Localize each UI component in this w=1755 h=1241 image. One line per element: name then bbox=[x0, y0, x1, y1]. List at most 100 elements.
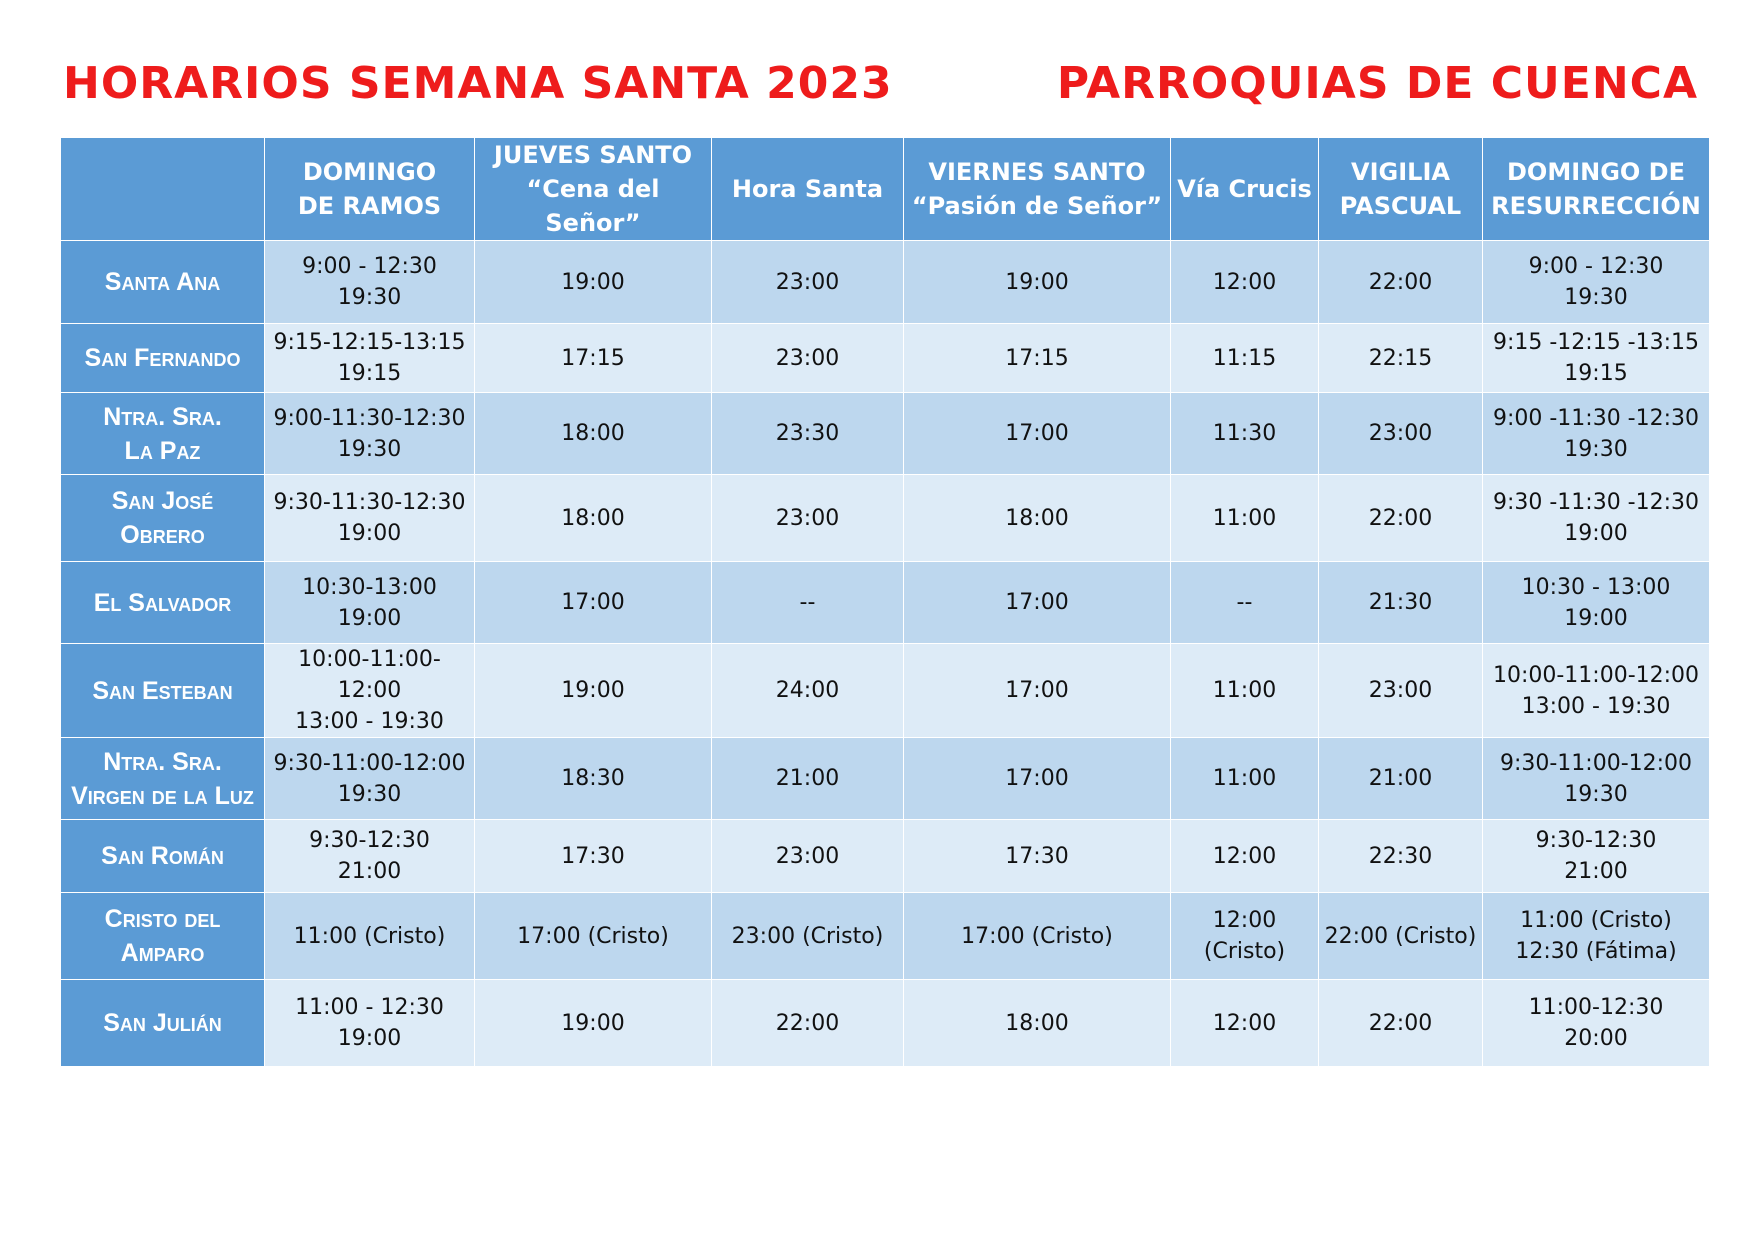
schedule-time: 12:00 bbox=[1212, 843, 1277, 869]
parish-name-line: Ntra. Sra. bbox=[103, 402, 222, 431]
column-header-line-1: VIERNES SANTO bbox=[928, 158, 1146, 186]
schedule-cell: 9:30-12:30 21:00 bbox=[1482, 819, 1710, 893]
schedule-time: 18:00 bbox=[1005, 1010, 1069, 1036]
schedule-time: 19:30 bbox=[1564, 285, 1628, 310]
schedule-time: 21:30 bbox=[1368, 590, 1433, 615]
parish-name: Ntra. Sra. Virgen de la Luz bbox=[60, 737, 265, 820]
column-header-line-1: VIGILIA bbox=[1351, 158, 1450, 186]
schedule-time: 19:00 bbox=[561, 1010, 625, 1036]
schedule-cell: 17:00 (Cristo) bbox=[474, 892, 712, 980]
schedule-time: 22:30 bbox=[1368, 843, 1433, 869]
parish-name-line: San Julián bbox=[103, 1009, 222, 1037]
schedule-time: 9:00 - 12:30 bbox=[302, 254, 437, 279]
schedule-time: 17:00 bbox=[561, 590, 625, 615]
schedule-cell: 11:00 (Cristo) 12:30 (Fátima) bbox=[1482, 892, 1710, 980]
schedule-cell: 11:00 bbox=[1170, 643, 1319, 738]
schedule-cell: 9:00 - 12:30 19:30 bbox=[1482, 240, 1710, 324]
schedule-time: 11:00 (Cristo) bbox=[293, 923, 446, 949]
schedule-time: 17:00 bbox=[1005, 766, 1069, 791]
schedule-time: 11:30 bbox=[1212, 421, 1277, 446]
schedule-cell: 9:30 -11:30 -12:30 19:00 bbox=[1482, 474, 1710, 562]
column-header: JUEVES SANTO “Cena del Señor” bbox=[474, 137, 712, 241]
schedule-time: 9:30-12:30 bbox=[1535, 828, 1657, 853]
schedule-cell: 23:00 bbox=[711, 323, 904, 393]
schedule-time: -- bbox=[799, 590, 816, 615]
table-row: El Salvador 10:30-13:00 19:00 17:00 -- 17:00 -… bbox=[60, 561, 1710, 644]
column-header: DOMINGO DE RAMOS bbox=[264, 137, 475, 241]
schedule-time: 12:00 bbox=[1212, 908, 1277, 933]
schedule-cell: 11:15 bbox=[1170, 323, 1319, 393]
schedule-time: 12:00 bbox=[1212, 269, 1277, 295]
schedule-time: 13:00 - 19:30 bbox=[295, 709, 444, 734]
schedule-time: 22:15 bbox=[1368, 345, 1433, 371]
schedule-cell: 22:15 bbox=[1318, 323, 1483, 393]
column-header: VIERNES SANTO “Pasión de Señor” bbox=[903, 137, 1171, 241]
schedule-time: 23:00 bbox=[775, 269, 840, 295]
schedule-cell: 17:00 bbox=[903, 643, 1171, 738]
schedule-time: 9:15 -12:15 -13:15 bbox=[1492, 330, 1700, 355]
parish-name: Santa Ana bbox=[60, 240, 265, 324]
schedule-time: 23:00 bbox=[775, 345, 840, 371]
schedule-time: 21:00 bbox=[1368, 766, 1433, 791]
schedule-cell: 11:00 (Cristo) bbox=[264, 892, 475, 980]
schedule-time: 9:30 -11:30 -12:30 bbox=[1492, 490, 1700, 515]
schedule-cell: 17:30 bbox=[903, 819, 1171, 893]
parish-name-line: Santa Ana bbox=[104, 268, 221, 296]
schedule-time: 23:00 bbox=[775, 843, 840, 869]
schedule-time: 17:15 bbox=[561, 345, 625, 371]
schedule-cell: 9:00 -11:30 -12:30 19:30 bbox=[1482, 392, 1710, 475]
schedule-time: 9:30-12:30 bbox=[309, 828, 430, 853]
table-row: San Esteban 10:00-11:00-12:00 13:00 - 19:3… bbox=[60, 643, 1710, 738]
schedule-time: 10:00-11:00-12:00 bbox=[298, 647, 441, 703]
schedule-cell: 12:00 (Cristo) bbox=[1170, 892, 1319, 980]
parish-name: Ntra. Sra. La Paz bbox=[60, 392, 265, 475]
schedule-time: 9:00 -11:30 -12:30 bbox=[1492, 405, 1700, 431]
schedule-time: 23:30 bbox=[775, 421, 840, 446]
schedule-cell: 22:30 bbox=[1318, 819, 1483, 893]
schedule-cell: 11:00-12:30 20:00 bbox=[1482, 979, 1710, 1067]
schedule-time: 11:00 (Cristo) bbox=[1520, 908, 1672, 933]
parish-name-line: La Paz bbox=[124, 436, 201, 465]
column-header: Vía Crucis bbox=[1170, 137, 1319, 241]
schedule-cell: 9:00-11:30-12:30 19:30 bbox=[264, 392, 475, 475]
column-header-line-1: DOMINGO DE bbox=[1507, 158, 1685, 186]
schedule-time: 21:00 bbox=[1564, 859, 1628, 884]
schedule-cell: 9:30-11:00-12:00 19:30 bbox=[1482, 737, 1710, 820]
schedule-time: 23:00 bbox=[1368, 678, 1433, 703]
schedule-time: 22:00 bbox=[1368, 1010, 1433, 1036]
parish-name-line: Ntra. Sra. bbox=[103, 747, 222, 776]
schedule-time: 21:00 bbox=[337, 859, 402, 884]
parish-name: San Julián bbox=[60, 979, 265, 1067]
column-header-line-2: RESURRECCIÓN bbox=[1491, 192, 1701, 220]
schedule-cell: 9:15-12:15-13:15 19:15 bbox=[264, 323, 475, 393]
schedule-time: 10:30 - 13:00 bbox=[1521, 574, 1671, 600]
schedule-time: 11:00 bbox=[1212, 766, 1277, 791]
column-header-line-2: PASCUAL bbox=[1339, 192, 1462, 220]
column-header: Hora Santa bbox=[711, 137, 904, 241]
schedule-cell: 11:00 - 12:30 19:00 bbox=[264, 979, 475, 1067]
schedule-cell: 17:00 bbox=[903, 737, 1171, 820]
parish-name: El Salvador bbox=[60, 561, 265, 644]
parish-name: Cristo del Amparo bbox=[60, 892, 265, 980]
schedule-cell: 22:00 bbox=[1318, 474, 1483, 562]
schedule-cell: 10:00-11:00-12:00 13:00 - 19:30 bbox=[1482, 643, 1710, 738]
schedule-cell: 22:00 bbox=[1318, 979, 1483, 1067]
schedule-time: 9:30-11:30-12:30 bbox=[273, 490, 466, 515]
corner-cell bbox=[60, 137, 265, 241]
schedule-time: 19:00 bbox=[1564, 605, 1628, 631]
schedule-cell: 22:00 (Cristo) bbox=[1318, 892, 1483, 980]
schedule-cell: 9:00 - 12:30 19:30 bbox=[264, 240, 475, 324]
schedule-cell: 9:30-11:00-12:00 19:30 bbox=[264, 737, 475, 820]
schedule-time: 19:30 bbox=[337, 285, 402, 310]
schedule-cell: 12:00 bbox=[1170, 819, 1319, 893]
schedule-cell: 11:30 bbox=[1170, 392, 1319, 475]
schedule-cell: 12:00 bbox=[1170, 240, 1319, 324]
schedule-time: 19:00 bbox=[561, 678, 625, 703]
parish-name-line: Amparo bbox=[120, 939, 205, 967]
schedule-time: 18:00 bbox=[561, 421, 625, 446]
parish-name-line: San Román bbox=[101, 842, 224, 870]
table-row: Cristo del Amparo 11:00 (Cristo) 17:00 (Cri… bbox=[60, 892, 1710, 980]
table-row: Ntra. Sra. Virgen de la Luz 9:30-11:00-12:… bbox=[60, 737, 1710, 820]
schedule-time: 17:00 (Cristo) bbox=[961, 923, 1113, 949]
schedule-cell: 12:00 bbox=[1170, 979, 1319, 1067]
